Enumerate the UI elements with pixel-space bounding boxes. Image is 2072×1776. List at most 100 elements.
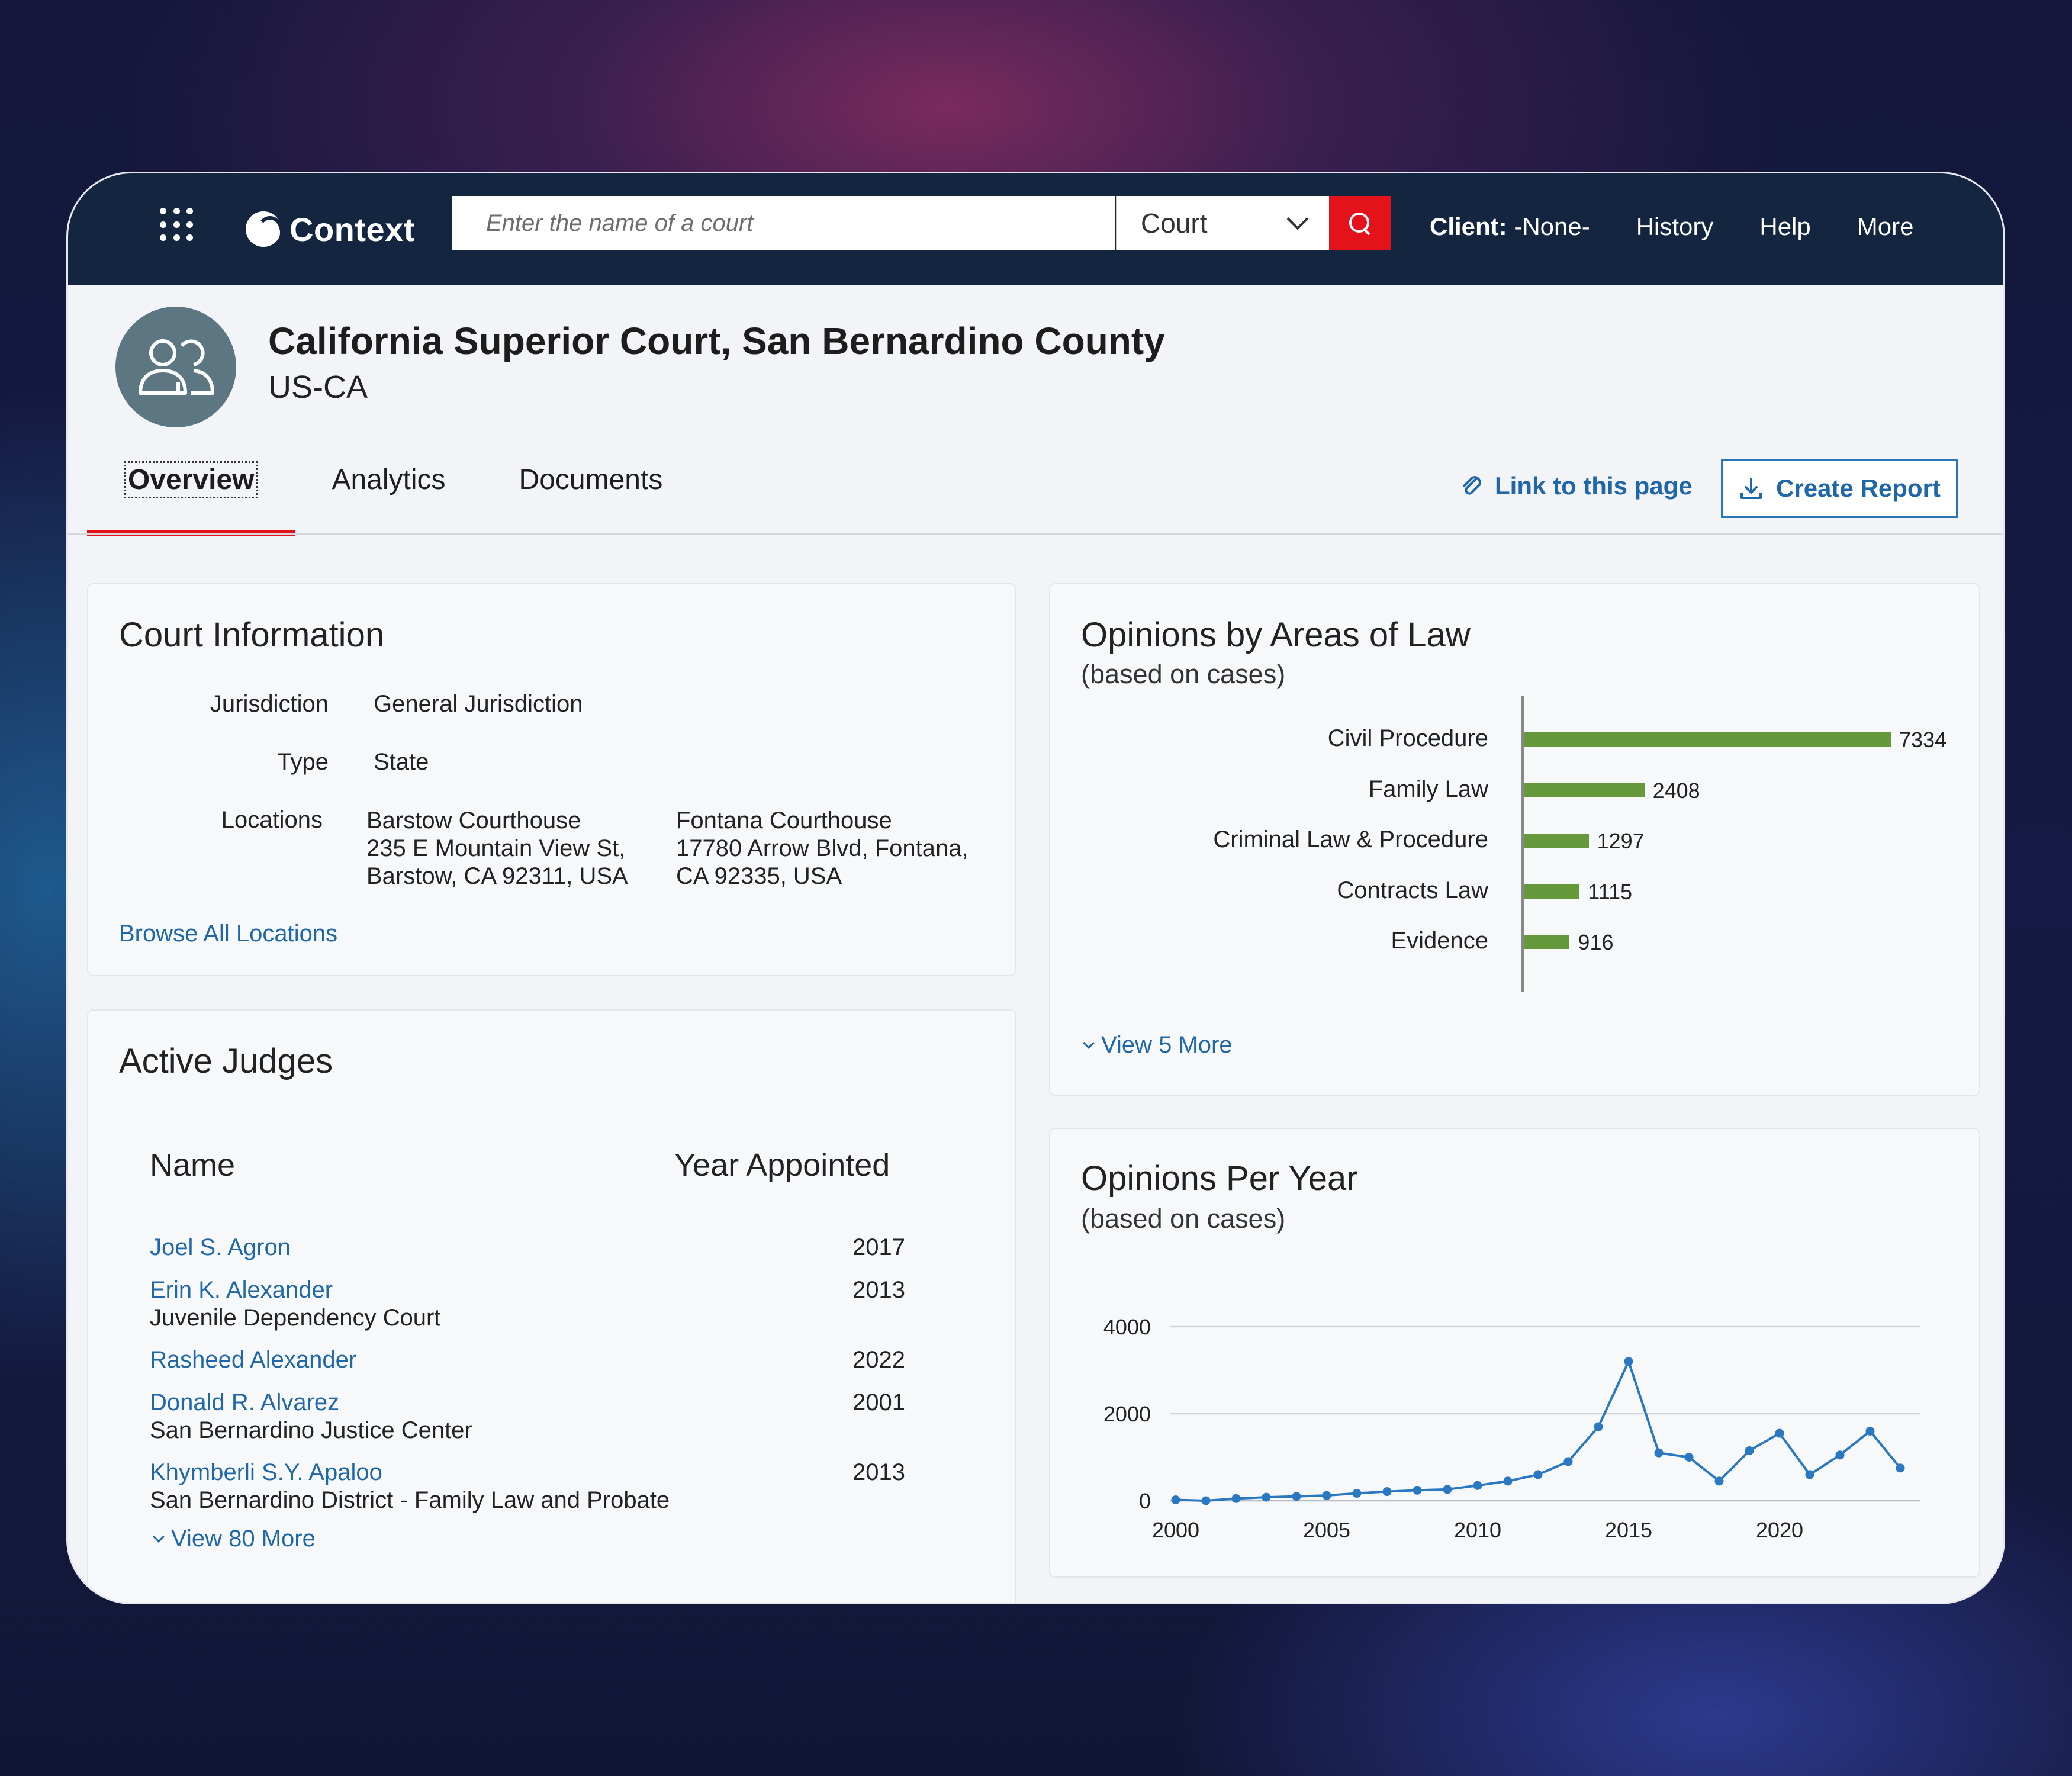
judge-court: Juvenile Dependency Court: [150, 1305, 441, 1331]
view-more-areas-button[interactable]: View 5 More: [1083, 1032, 1233, 1058]
judge-court: San Bernardino District - Family Law and…: [150, 1487, 670, 1513]
location-name: Fontana Courthouse: [676, 807, 892, 834]
y-tick-label: 0: [1139, 1489, 1151, 1513]
data-point[interactable]: [1322, 1491, 1331, 1500]
data-point[interactable]: [1835, 1450, 1845, 1460]
location-address-line2: CA 92335, USA: [676, 863, 842, 889]
data-point[interactable]: [1865, 1426, 1875, 1436]
data-point[interactable]: [1413, 1485, 1422, 1495]
judge-year: 2013: [852, 1277, 905, 1303]
bar-category-label: Contracts Law: [1337, 877, 1488, 903]
help-link[interactable]: Help: [1759, 213, 1811, 240]
apps-grid-icon[interactable]: [160, 208, 194, 242]
page-title: California Superior Court, San Bernardin…: [268, 320, 1165, 362]
bar-value-label: 916: [1578, 930, 1614, 954]
bar[interactable]: [1524, 884, 1580, 899]
y-tick-label: 2000: [1103, 1402, 1151, 1426]
data-point[interactable]: [1654, 1448, 1664, 1458]
data-point[interactable]: [1171, 1495, 1180, 1505]
data-point[interactable]: [1714, 1476, 1724, 1486]
client-selector[interactable]: Client: -None-: [1430, 213, 1590, 241]
series-line: [1175, 1358, 1902, 1502]
data-point[interactable]: [1684, 1453, 1694, 1462]
link-to-page-label: Link to this page: [1495, 472, 1693, 500]
data-point[interactable]: [1382, 1487, 1392, 1497]
tabs-divider: [68, 533, 2003, 535]
bar[interactable]: [1524, 834, 1589, 848]
judge-year: 2013: [852, 1459, 905, 1485]
chevron-down-icon: [153, 1530, 165, 1543]
bar[interactable]: [1524, 935, 1570, 949]
judge-name-link[interactable]: Rasheed Alexander: [150, 1347, 357, 1373]
y-tick-label: 4000: [1103, 1315, 1151, 1339]
bar[interactable]: [1524, 732, 1891, 747]
bar-value-label: 7334: [1899, 728, 1947, 752]
data-point[interactable]: [1231, 1494, 1241, 1503]
bar-value-label: 1297: [1597, 829, 1645, 853]
bar-category-label: Evidence: [1391, 928, 1488, 954]
data-point[interactable]: [1201, 1496, 1211, 1505]
data-point[interactable]: [1503, 1476, 1513, 1486]
link-to-page-button[interactable]: Link to this page: [1459, 472, 1693, 500]
client-label: Client:: [1430, 213, 1507, 240]
data-point[interactable]: [1624, 1357, 1633, 1366]
data-point[interactable]: [1443, 1485, 1452, 1494]
active-judges-card: Active Judges Name Year Appointed Joel S…: [87, 1009, 1016, 1603]
data-point[interactable]: [1896, 1463, 1905, 1473]
card-title: Active Judges: [119, 1042, 333, 1080]
type-value: State: [374, 749, 429, 775]
top-nav-bar: Context Court Client: -None- History Hel…: [68, 173, 2003, 285]
tab-documents[interactable]: Documents: [482, 451, 700, 536]
people-icon: [139, 339, 214, 395]
browse-all-locations-link[interactable]: Browse All Locations: [119, 921, 338, 947]
x-tick-label: 2005: [1303, 1518, 1350, 1542]
court-region: US-CA: [268, 369, 368, 405]
court-information-card: Court Information Jurisdiction General J…: [87, 583, 1016, 976]
x-tick-label: 2010: [1454, 1518, 1501, 1542]
bar-category-label: Criminal Law & Procedure: [1213, 826, 1488, 852]
search-icon: [1348, 211, 1372, 235]
chevron-down-icon: [1083, 1037, 1095, 1049]
chevron-down-icon: [1286, 208, 1309, 230]
data-point[interactable]: [1594, 1422, 1603, 1431]
data-point[interactable]: [1473, 1481, 1482, 1490]
judge-name-link[interactable]: Donald R. Alvarez: [150, 1389, 340, 1415]
context-logo-icon: [246, 211, 284, 249]
tab-analytics[interactable]: Analytics: [295, 451, 482, 536]
more-menu[interactable]: More: [1857, 213, 1914, 240]
judge-name-link[interactable]: Joel S. Agron: [150, 1234, 291, 1260]
type-label: Type: [277, 749, 329, 775]
history-link[interactable]: History: [1636, 213, 1714, 240]
judge-name-link[interactable]: Erin K. Alexander: [150, 1277, 333, 1303]
chart-title: Opinions by Areas of Law: [1081, 616, 1471, 654]
data-point[interactable]: [1775, 1428, 1784, 1438]
tab-overview[interactable]: Overview: [87, 451, 295, 536]
judge-year: 2022: [852, 1347, 905, 1373]
data-point[interactable]: [1563, 1457, 1573, 1466]
column-header-name: Name: [150, 1147, 236, 1183]
data-point[interactable]: [1745, 1446, 1754, 1455]
data-point[interactable]: [1292, 1492, 1301, 1501]
location-item: Barstow Courthouse 235 E Mountain View S…: [366, 807, 628, 890]
app-logo[interactable]: Context: [246, 200, 415, 259]
areas-bar-chart: Civil Procedure 7334 Family Law 2408 Crimina…: [1050, 584, 1981, 1097]
view-more-label: View 80 More: [171, 1526, 316, 1552]
data-point[interactable]: [1352, 1489, 1362, 1498]
data-point[interactable]: [1533, 1470, 1543, 1479]
search-type-select[interactable]: Court: [1116, 196, 1329, 250]
search-button[interactable]: [1329, 196, 1391, 250]
tab-bar: Overview Analytics Documents: [87, 451, 699, 536]
top-links: Client: -None- History Help More: [1430, 197, 1914, 256]
data-point[interactable]: [1262, 1492, 1271, 1502]
create-report-button[interactable]: Create Report: [1721, 459, 1958, 518]
court-search-input[interactable]: [452, 196, 1115, 250]
bar-value-label: 1115: [1588, 879, 1632, 904]
bar[interactable]: [1524, 783, 1645, 797]
data-point[interactable]: [1805, 1470, 1814, 1479]
judge-name-link[interactable]: Khymberli S.Y. Apaloo: [150, 1459, 382, 1485]
view-more-judges-button[interactable]: View 80 More: [153, 1526, 316, 1552]
location-address-line1: 235 E Mountain View St,: [366, 835, 626, 861]
location-address-line1: 17780 Arrow Blvd, Fontana,: [676, 835, 969, 861]
jurisdiction-label: Jurisdiction: [210, 691, 329, 717]
